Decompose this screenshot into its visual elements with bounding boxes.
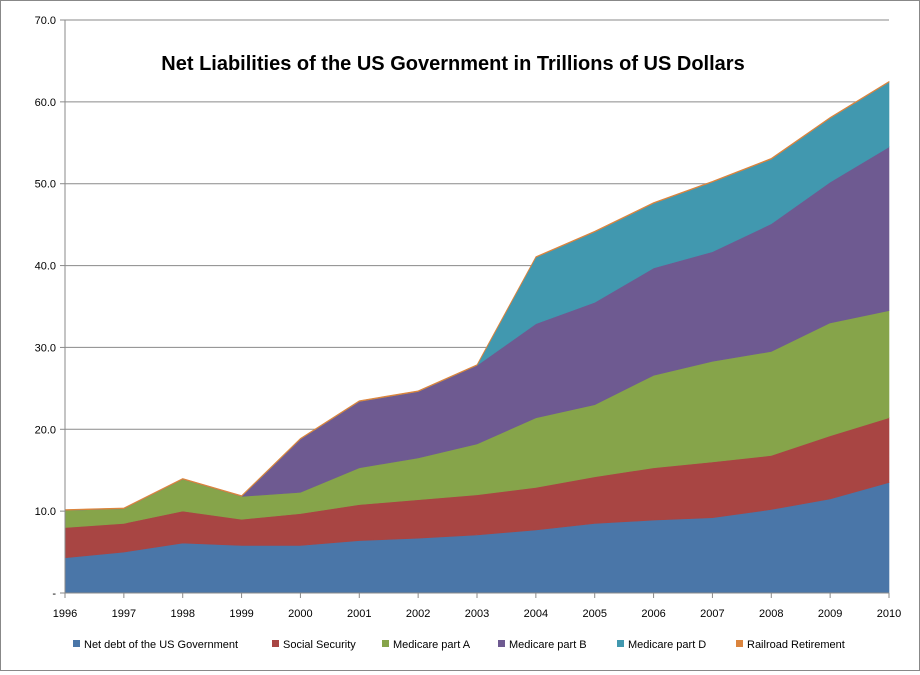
x-tick-label: 1996 bbox=[53, 608, 77, 620]
chart-title: Net Liabilities of the US Government in … bbox=[161, 53, 744, 75]
legend-item: Railroad Retirement bbox=[736, 639, 845, 651]
x-tick-label: 1999 bbox=[229, 608, 253, 620]
legend-label: Medicare part B bbox=[509, 639, 587, 651]
legend-item: Net debt of the US Government bbox=[73, 639, 238, 651]
area-series bbox=[64, 80, 890, 594]
y-tick-label: 30.0 bbox=[35, 342, 56, 354]
x-tick-label: 2000 bbox=[288, 608, 312, 620]
y-tick-label: - bbox=[52, 588, 56, 600]
x-tick-label: 2005 bbox=[582, 608, 606, 620]
legend-item: Medicare part D bbox=[617, 639, 706, 651]
legend-swatch bbox=[73, 640, 80, 647]
legend-swatch bbox=[272, 640, 279, 647]
x-tick-label: 2003 bbox=[465, 608, 489, 620]
x-tick-label: 1997 bbox=[112, 608, 136, 620]
x-tick-label: 2010 bbox=[877, 608, 901, 620]
legend-label: Medicare part A bbox=[393, 639, 471, 651]
x-tick-label: 2008 bbox=[759, 608, 783, 620]
legend: Net debt of the US Government Social Secu… bbox=[73, 639, 845, 651]
x-tick-label: 2006 bbox=[641, 608, 665, 620]
y-tick-label: 50.0 bbox=[35, 179, 56, 191]
x-tick-label: 2007 bbox=[700, 608, 724, 620]
y-tick-label: 20.0 bbox=[35, 424, 56, 436]
x-tick-label: 2004 bbox=[524, 608, 548, 620]
legend-item: Medicare part A bbox=[382, 639, 471, 651]
y-tick-label: 10.0 bbox=[35, 506, 56, 518]
legend-item: Medicare part B bbox=[498, 639, 587, 651]
x-axis-ticks: 1996 1997 1998 1999 2000 2001 2002 2003 2004 2005… bbox=[53, 593, 901, 620]
legend-item: Social Security bbox=[272, 639, 356, 651]
x-tick-label: 2001 bbox=[347, 608, 371, 620]
legend-label: Railroad Retirement bbox=[747, 639, 845, 651]
x-tick-label: 2002 bbox=[406, 608, 430, 620]
x-tick-label: 2009 bbox=[818, 608, 842, 620]
legend-label: Social Security bbox=[283, 639, 356, 651]
y-tick-label: 60.0 bbox=[35, 97, 56, 109]
legend-swatch bbox=[498, 640, 505, 647]
y-tick-label: 70.0 bbox=[35, 15, 56, 27]
y-tick-label: 40.0 bbox=[35, 261, 56, 273]
x-tick-label: 1998 bbox=[170, 608, 194, 620]
legend-swatch bbox=[382, 640, 389, 647]
legend-swatch bbox=[617, 640, 624, 647]
area-railroad-retirement bbox=[64, 80, 890, 511]
y-axis-ticks: - 10.0 20.0 30.0 40.0 50.0 60.0 70.0 bbox=[35, 15, 57, 600]
legend-swatch bbox=[736, 640, 743, 647]
legend-label: Net debt of the US Government bbox=[84, 639, 238, 651]
legend-label: Medicare part D bbox=[628, 639, 706, 651]
